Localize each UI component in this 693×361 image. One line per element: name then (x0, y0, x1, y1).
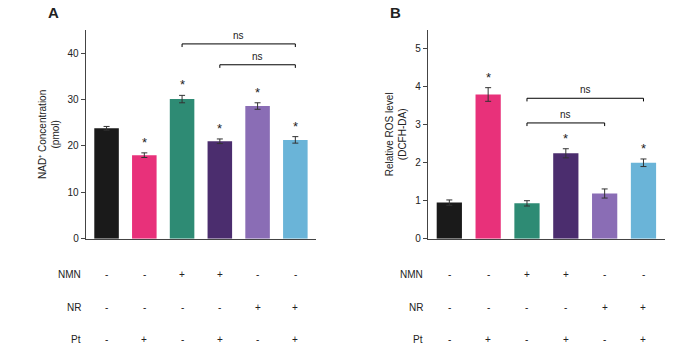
svg-text:ns: ns (560, 109, 571, 120)
svg-text:-: - (143, 302, 146, 313)
svg-text:-: - (256, 269, 259, 280)
svg-text:30: 30 (68, 94, 80, 105)
svg-text:3: 3 (415, 119, 421, 130)
svg-text:-: - (294, 269, 297, 280)
svg-text:+: + (485, 334, 491, 345)
svg-text:ns: ns (252, 51, 263, 62)
svg-text:B: B (390, 4, 401, 21)
svg-text:4: 4 (415, 81, 421, 92)
svg-text:*: * (255, 85, 260, 100)
svg-text:ns: ns (233, 30, 244, 41)
svg-text:A: A (48, 4, 59, 21)
svg-text:Pt: Pt (71, 334, 81, 345)
svg-text:0: 0 (415, 233, 421, 244)
svg-text:-: - (448, 334, 451, 345)
svg-text:*: * (142, 135, 147, 150)
svg-text:-: - (487, 302, 490, 313)
svg-text:*: * (563, 131, 568, 146)
svg-text:+: + (640, 302, 646, 313)
svg-text:ns: ns (580, 84, 591, 95)
svg-text:+: + (292, 334, 298, 345)
svg-text:*: * (180, 77, 185, 92)
svg-text:-: - (603, 269, 606, 280)
svg-text:Relative ROS level(DCFH-DA): Relative ROS level(DCFH-DA) (384, 92, 408, 176)
svg-text:*: * (217, 121, 222, 136)
svg-text:2: 2 (415, 157, 421, 168)
svg-text:+: + (217, 334, 223, 345)
svg-text:+: + (640, 334, 646, 345)
svg-text:+: + (602, 302, 608, 313)
svg-text:-: - (525, 302, 528, 313)
svg-text:40: 40 (68, 48, 80, 59)
svg-text:+: + (563, 334, 569, 345)
svg-text:+: + (292, 302, 298, 313)
svg-text:-: - (143, 269, 146, 280)
svg-text:-: - (642, 269, 645, 280)
svg-text:-: - (448, 269, 451, 280)
svg-text:-: - (525, 334, 528, 345)
svg-text:-: - (105, 269, 108, 280)
svg-text:-: - (603, 334, 606, 345)
svg-text:*: * (486, 70, 491, 85)
svg-text:-: - (448, 302, 451, 313)
svg-text:+: + (179, 269, 185, 280)
svg-text:-: - (105, 334, 108, 345)
svg-text:20: 20 (68, 140, 80, 151)
svg-text:+: + (524, 269, 530, 280)
svg-text:+: + (255, 302, 261, 313)
svg-text:Pt: Pt (413, 334, 423, 345)
svg-text:-: - (487, 269, 490, 280)
svg-text:-: - (181, 302, 184, 313)
svg-text:NAD⁺ Concentration(pmol): NAD⁺ Concentration(pmol) (37, 90, 61, 179)
svg-text:1: 1 (415, 195, 421, 206)
svg-text:-: - (256, 334, 259, 345)
svg-text:10: 10 (68, 187, 80, 198)
svg-text:+: + (217, 269, 223, 280)
svg-text:-: - (218, 302, 221, 313)
svg-text:5: 5 (415, 43, 421, 54)
svg-text:*: * (293, 119, 298, 134)
svg-text:-: - (564, 302, 567, 313)
svg-text:-: - (105, 302, 108, 313)
svg-text:NMN: NMN (400, 269, 423, 280)
svg-text:+: + (563, 269, 569, 280)
svg-text:NR: NR (67, 302, 81, 313)
svg-text:NR: NR (409, 302, 423, 313)
svg-text:-: - (181, 334, 184, 345)
svg-text:0: 0 (73, 233, 79, 244)
svg-text:+: + (141, 334, 147, 345)
svg-text:NMN: NMN (58, 269, 81, 280)
svg-text:*: * (641, 141, 646, 156)
